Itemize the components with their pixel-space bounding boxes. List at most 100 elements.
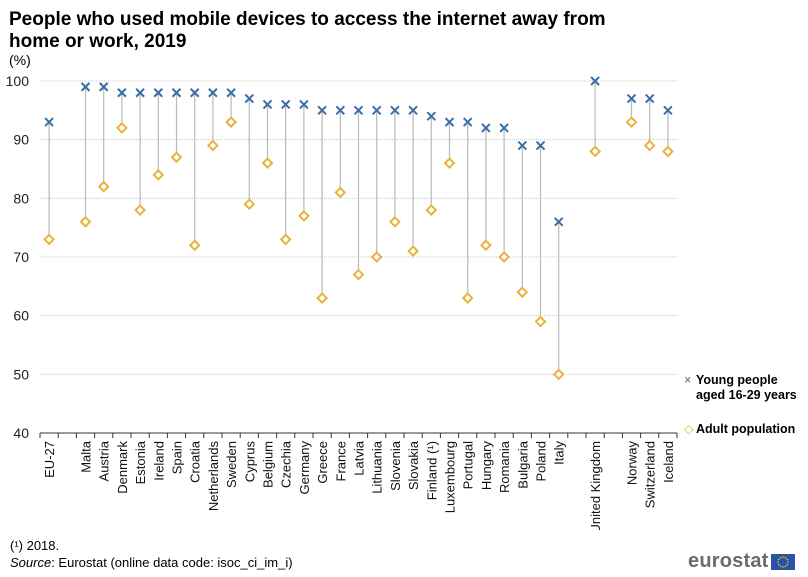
flag-star (786, 558, 788, 560)
x-tick-label: Iceland (661, 441, 676, 483)
x-tick-label: France (333, 441, 348, 481)
y-tick-label: 60 (13, 308, 29, 324)
young-x-stroke (44, 117, 54, 127)
source-label: Source (10, 555, 52, 570)
adult-diamond-point (589, 145, 602, 158)
adult-diamond-point (297, 210, 310, 222)
y-tick-label: 50 (13, 366, 29, 382)
adult-diamond-point (661, 145, 674, 158)
source-note: Source: Eurostat (online data code: isoc… (10, 555, 293, 570)
flag-star (777, 558, 779, 560)
eurostat-logo: eurostat (688, 550, 795, 573)
x-tick-label: Switzerland (643, 441, 658, 508)
young-x-stroke (426, 111, 437, 121)
flag-star (779, 556, 781, 558)
dot-plot: 40 50 60 70 80 90 100 EU-27 Malta Austria Denmark… (6, 73, 678, 530)
young-x-stroke (189, 88, 200, 98)
flag-star (781, 555, 784, 558)
x-tick-label: Ireland (151, 441, 166, 481)
x-tick-label: Romania (497, 440, 512, 493)
young-x-stroke (663, 105, 673, 116)
young-x-stroke (117, 88, 127, 98)
young-x-stroke (335, 105, 346, 116)
young-x-stroke (390, 105, 400, 116)
chart-title: People who used mobile devices to access… (9, 9, 606, 52)
y-axis-tick-labels: 40 50 60 70 80 90 100 (6, 73, 30, 441)
young-x-point (553, 217, 564, 227)
young-x-stroke (80, 82, 91, 92)
young-x-point (353, 105, 364, 116)
young-x-stroke (353, 105, 364, 116)
young-x-stroke (153, 88, 164, 98)
x-tick-label: United Kingdom (588, 441, 603, 530)
young-x-point (408, 105, 418, 116)
young-x-point (189, 88, 200, 98)
young-x-point (426, 111, 437, 121)
young-x-point (117, 88, 127, 98)
flag-star (779, 565, 781, 567)
adult-diamond-point (261, 157, 274, 170)
x-tick-label: Latvia (352, 440, 367, 475)
x-tick-label: Slovenia (388, 440, 403, 491)
x-axis (39, 432, 678, 438)
adult-diamond-point (243, 198, 256, 211)
eu-flag-icon (770, 553, 795, 570)
young-x-stroke (280, 99, 291, 110)
adult-diamond-point (115, 122, 128, 134)
adult-diamond-point (43, 233, 56, 246)
adult-diamond-point (643, 139, 656, 152)
adult-diamond-point (334, 186, 347, 199)
adult-diamond-point (479, 239, 492, 252)
young-x-point (153, 88, 164, 98)
logo-text: eurostat (688, 550, 769, 572)
adult-diamond-point (152, 168, 165, 181)
adult-diamond-point (625, 116, 638, 128)
legend-x-marker-icon: × (684, 373, 692, 387)
x-tick-label: Croatia (188, 440, 203, 483)
x-tick-label: Finland (¹) (424, 441, 439, 500)
young-x-point (499, 123, 509, 133)
adult-diamond-point (79, 215, 92, 228)
x-tick-label: Spain (170, 441, 185, 474)
young-x-stroke (408, 105, 418, 116)
x-tick-label: Belgium (261, 441, 276, 488)
young-x-stroke (553, 217, 564, 227)
young-x-point (644, 93, 655, 104)
young-x-stroke (98, 82, 109, 92)
young-x-point (663, 105, 673, 116)
x-tick-label: Austria (97, 440, 112, 481)
legend-young-label-line2: aged 16-29 years (696, 388, 797, 402)
young-x-point (535, 140, 546, 151)
adult-diamond-point (170, 151, 183, 164)
legend-diamond-marker-icon: ◇ (684, 422, 694, 436)
young-x-point (244, 93, 255, 104)
adult-diamond-point (279, 233, 292, 246)
x-tick-label: Poland (534, 441, 549, 481)
x-tick-label: Netherlands (206, 441, 221, 512)
young-x-point (481, 123, 491, 133)
young-x-point (226, 88, 236, 98)
young-x-point (371, 105, 382, 116)
adult-diamond-point (188, 239, 201, 252)
source-text: : Eurostat (online data code: isoc_ci_im… (51, 555, 293, 570)
adult-diamond-point (370, 251, 383, 263)
young-x-point (80, 82, 91, 92)
footnote: (¹) 2018. (10, 538, 60, 553)
x-tick-label: Estonia (133, 440, 148, 484)
young-x-stroke (317, 105, 327, 116)
young-x-stroke (481, 123, 491, 133)
legend-young-label-line1: Young people (696, 373, 778, 387)
young-x-point (390, 105, 400, 116)
y-axis-unit: (%) (9, 52, 31, 68)
young-x-point (135, 88, 145, 98)
x-tick-label: EU-27 (42, 441, 57, 478)
y-tick-label: 70 (13, 249, 29, 265)
flag-star (786, 560, 789, 563)
flag-star (784, 565, 786, 567)
young-x-point (280, 99, 291, 110)
x-tick-label: Denmark (115, 441, 130, 494)
x-tick-label: Sweden (224, 441, 239, 488)
x-tick-label: Norway (625, 441, 640, 486)
young-x-stroke (171, 88, 182, 98)
flag-star (781, 565, 784, 568)
